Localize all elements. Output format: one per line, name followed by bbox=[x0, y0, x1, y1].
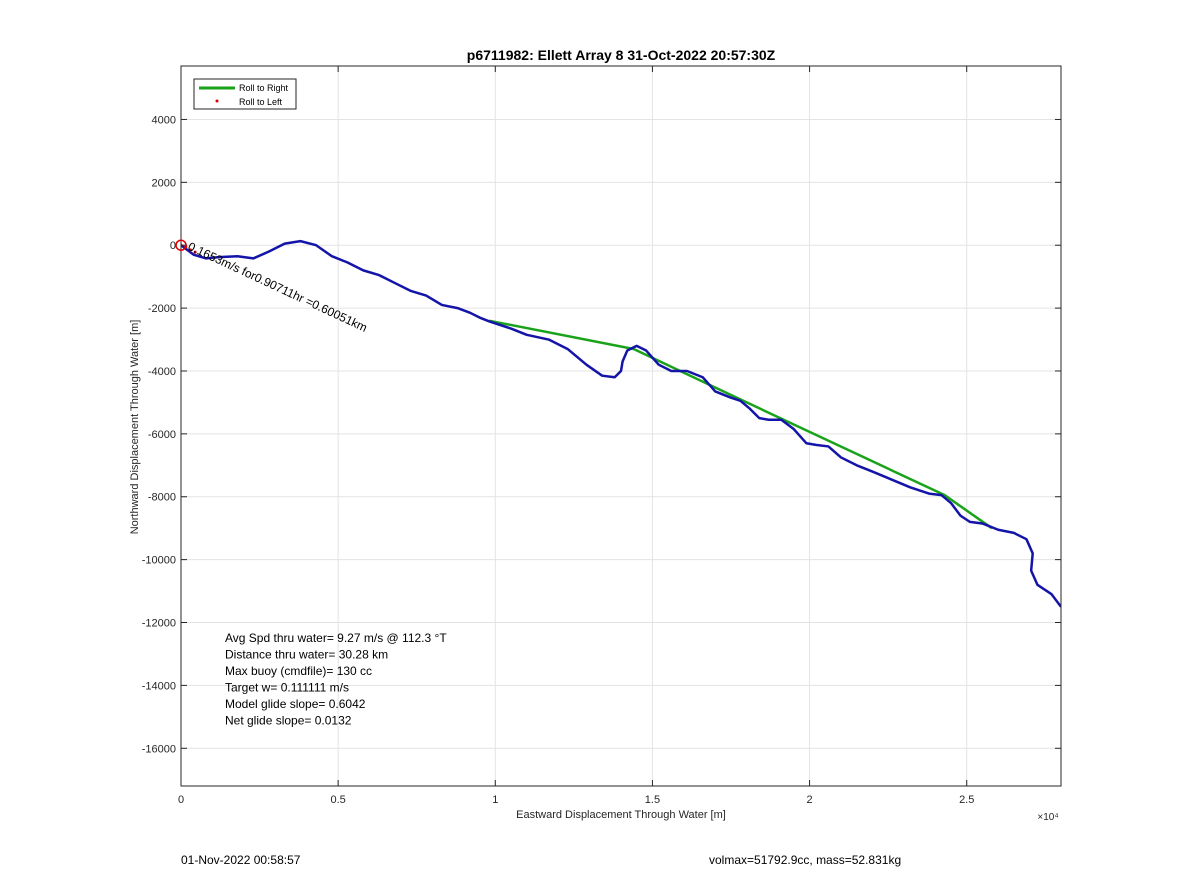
legend: Roll to Right Roll to Left bbox=[193, 78, 297, 110]
y-tick-label: -10000 bbox=[142, 555, 176, 567]
x-axis-exponent: ×10⁴ bbox=[1037, 812, 1058, 823]
series-roll-to-right bbox=[488, 319, 993, 530]
series-track bbox=[181, 239, 1061, 608]
y-tick-label: -2000 bbox=[148, 303, 176, 315]
stats-line: Target w= 0.111111 m/s bbox=[225, 681, 349, 695]
y-axis-label: Northward Displacement Through Water [m] bbox=[129, 320, 141, 535]
drift-annotation: 0.1653m/s for0.90711hr =0.60051km bbox=[186, 239, 370, 335]
legend-swatch-roll-left bbox=[215, 99, 219, 103]
legend-label-roll-right: Roll to Right bbox=[239, 83, 289, 93]
stats-line: Distance thru water= 30.28 km bbox=[225, 648, 388, 662]
footer-volmax-mass: volmax=51792.9cc, mass=52.831kg bbox=[709, 853, 902, 867]
grid bbox=[180, 66, 1061, 786]
legend-label-roll-left: Roll to Left bbox=[239, 97, 283, 107]
point-roll-to-left bbox=[193, 250, 197, 254]
y-tick-label: -12000 bbox=[142, 618, 176, 630]
x-tick-label: 1 bbox=[492, 794, 498, 806]
stats-line: Avg Spd thru water= 9.27 m/s @ 112.3 °T bbox=[225, 631, 447, 645]
x-tick-label: 0 bbox=[178, 794, 184, 806]
chart-title: p6711982: Ellett Array 8 31-Oct-2022 20:… bbox=[467, 47, 776, 63]
y-tick-label: 4000 bbox=[152, 114, 176, 126]
start-marker bbox=[175, 239, 187, 251]
y-tick-label: 0 bbox=[170, 240, 176, 252]
x-tick-label: 1.5 bbox=[645, 794, 660, 806]
axes-box bbox=[180, 65, 1062, 787]
y-tick-label: 2000 bbox=[152, 177, 176, 189]
x-tick-label: 0.5 bbox=[330, 794, 345, 806]
footer-timestamp: 01-Nov-2022 00:58:57 bbox=[181, 853, 301, 867]
stats-line: Net glide slope= 0.0132 bbox=[225, 714, 352, 728]
stats-line: Max buoy (cmdfile)= 130 cc bbox=[225, 664, 372, 678]
y-tick-label: -14000 bbox=[142, 680, 176, 692]
stats-line: Model glide slope= 0.6042 bbox=[225, 697, 366, 711]
x-tick-label: 2.5 bbox=[959, 794, 974, 806]
axis-ticks: 0 0.5 1 1.5 2 2.5 4000 2000 0 -2000 -4000 -6000 -800… bbox=[142, 66, 1061, 806]
y-tick-label: -4000 bbox=[148, 366, 176, 378]
y-tick-label: -6000 bbox=[148, 429, 176, 441]
x-axis-label: Eastward Displacement Through Water [m] bbox=[516, 809, 726, 821]
annotations: 0.1653m/s for0.90711hr =0.60051km Avg Spd… bbox=[175, 239, 447, 728]
point-roll-to-left bbox=[188, 248, 192, 252]
y-tick-label: -16000 bbox=[142, 743, 176, 755]
x-tick-label: 2 bbox=[807, 794, 813, 806]
legend-box bbox=[193, 78, 297, 110]
y-tick-label: -8000 bbox=[148, 492, 176, 504]
